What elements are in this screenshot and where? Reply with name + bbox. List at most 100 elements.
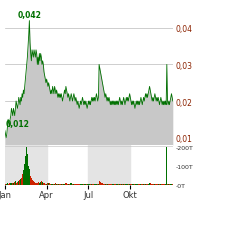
Bar: [57, 184, 58, 185]
Bar: [77, 184, 78, 185]
Bar: [17, 182, 18, 185]
Bar: [72, 184, 73, 185]
Bar: [154, 184, 155, 185]
Bar: [41, 181, 42, 185]
Bar: [12, 184, 13, 185]
Bar: [100, 182, 101, 185]
Bar: [79, 184, 80, 185]
Bar: [39, 183, 40, 185]
Bar: [67, 184, 68, 185]
Bar: [145, 184, 146, 185]
Bar: [112, 184, 113, 185]
Bar: [150, 184, 151, 185]
Bar: [123, 184, 124, 185]
Bar: [126, 184, 127, 185]
Bar: [96, 184, 97, 185]
Bar: [59, 184, 60, 185]
Bar: [101, 182, 102, 185]
Bar: [30, 176, 31, 185]
Bar: [8, 184, 9, 185]
Bar: [46, 184, 47, 185]
Bar: [61, 184, 62, 185]
Bar: [92, 184, 93, 185]
Bar: [31, 178, 32, 185]
Bar: [107, 184, 108, 185]
Bar: [24, 164, 25, 185]
Bar: [159, 184, 160, 185]
Bar: [6, 184, 7, 185]
Bar: [32, 181, 33, 185]
Bar: [156, 184, 157, 185]
Bar: [167, 184, 168, 185]
Bar: [29, 170, 30, 185]
Text: 0,042: 0,042: [18, 11, 41, 20]
Bar: [76, 184, 77, 185]
Bar: [40, 182, 41, 185]
Bar: [151, 184, 152, 185]
Bar: [91, 184, 92, 185]
Bar: [89, 145, 130, 185]
Bar: [43, 183, 44, 185]
Bar: [16, 183, 17, 185]
Bar: [13, 183, 14, 185]
Bar: [10, 182, 11, 185]
Bar: [21, 178, 22, 185]
Bar: [127, 184, 128, 185]
Bar: [102, 183, 103, 185]
Text: 0,012: 0,012: [6, 120, 29, 129]
Bar: [157, 184, 158, 185]
Bar: [146, 184, 147, 185]
Bar: [83, 184, 84, 185]
Bar: [68, 184, 69, 185]
Bar: [97, 184, 98, 185]
Bar: [142, 184, 143, 185]
Bar: [20, 179, 21, 185]
Bar: [104, 184, 105, 185]
Bar: [99, 181, 100, 185]
Bar: [172, 184, 173, 185]
Bar: [60, 184, 61, 185]
Bar: [35, 183, 36, 185]
Bar: [36, 184, 37, 185]
Bar: [105, 184, 106, 185]
Bar: [62, 184, 63, 185]
Bar: [58, 184, 59, 185]
Bar: [11, 183, 12, 185]
Bar: [48, 183, 49, 185]
Bar: [70, 184, 71, 185]
Bar: [152, 184, 153, 185]
Bar: [147, 184, 148, 185]
Bar: [33, 181, 34, 185]
Bar: [82, 184, 83, 185]
Bar: [66, 184, 67, 185]
Bar: [165, 184, 166, 185]
Bar: [52, 184, 53, 185]
Bar: [65, 184, 66, 185]
Bar: [34, 182, 35, 185]
Bar: [14, 182, 15, 185]
Bar: [170, 184, 171, 185]
Bar: [53, 184, 54, 185]
Bar: [74, 184, 75, 185]
Bar: [55, 184, 56, 185]
Bar: [54, 184, 55, 185]
Bar: [5, 145, 47, 185]
Bar: [163, 184, 164, 185]
Bar: [98, 184, 99, 185]
Bar: [161, 184, 162, 185]
Bar: [95, 184, 96, 185]
Bar: [103, 184, 104, 185]
Bar: [9, 183, 10, 185]
Bar: [56, 184, 57, 185]
Bar: [44, 184, 45, 185]
Bar: [63, 184, 64, 185]
Bar: [171, 184, 172, 185]
Bar: [64, 184, 65, 185]
Bar: [42, 182, 43, 185]
Bar: [158, 184, 159, 185]
Bar: [69, 184, 70, 185]
Bar: [166, 184, 167, 185]
Bar: [81, 184, 82, 185]
Bar: [149, 183, 150, 185]
Bar: [148, 184, 149, 185]
